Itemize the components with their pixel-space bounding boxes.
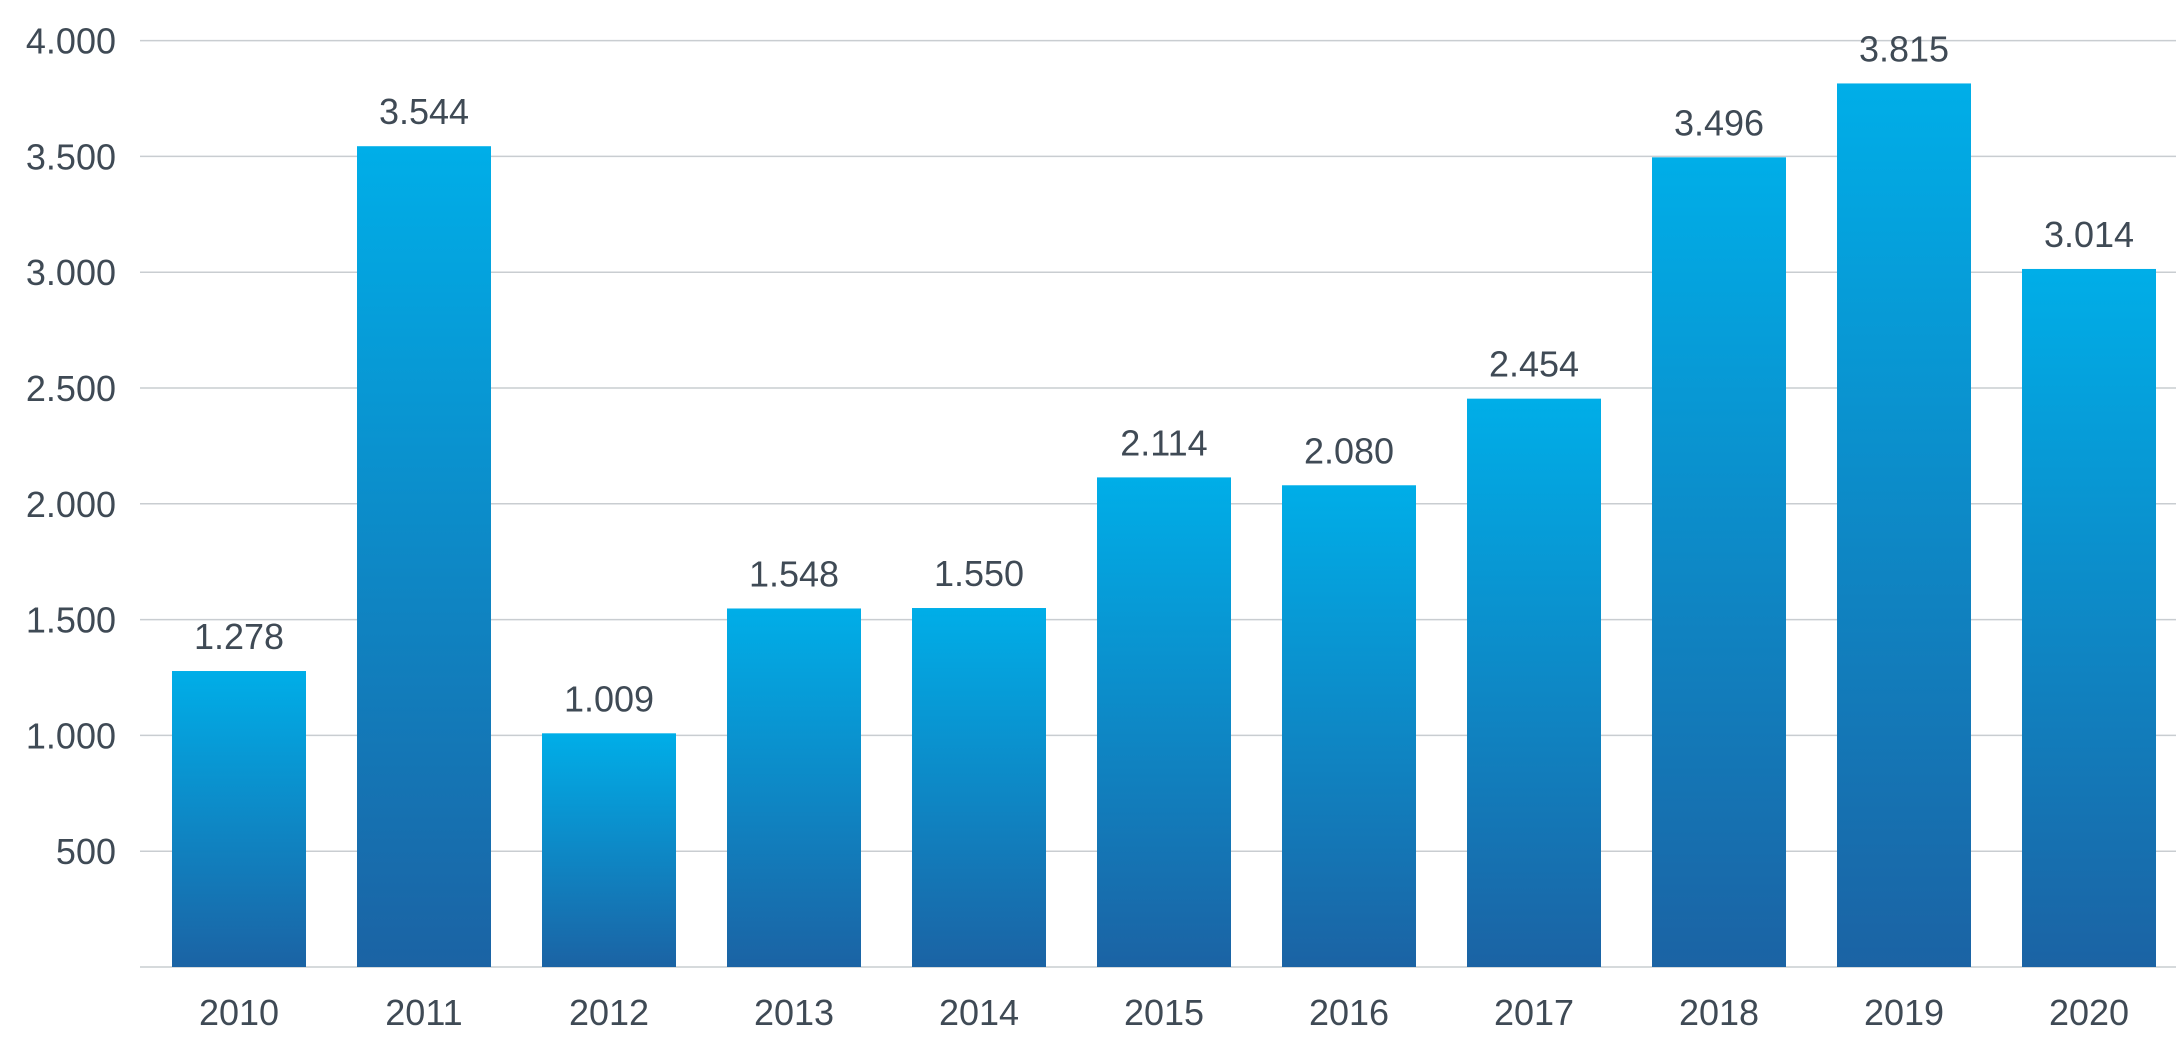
x-tick-label: 2013 bbox=[754, 992, 834, 1033]
bar bbox=[1282, 485, 1416, 967]
data-label: 2.454 bbox=[1489, 344, 1579, 385]
bar bbox=[1467, 398, 1601, 968]
bars bbox=[172, 83, 2156, 968]
x-axis-tick-labels: 2010 2011 2012 2013 2014 2015 2016 2017 2018 2019… bbox=[199, 992, 2129, 1033]
x-tick-label: 2017 bbox=[1494, 992, 1574, 1033]
data-label: 3.014 bbox=[2044, 214, 2134, 255]
bar bbox=[542, 733, 676, 967]
data-label: 2.114 bbox=[1120, 422, 1207, 463]
y-tick-label: 2.000 bbox=[26, 484, 116, 525]
x-tick-label: 2019 bbox=[1864, 992, 1944, 1033]
data-label: 1.550 bbox=[934, 553, 1024, 594]
x-tick-label: 2020 bbox=[2049, 992, 2129, 1033]
y-tick-label: 1.000 bbox=[26, 715, 116, 756]
y-axis-tick-labels: 500 1.000 1.500 2.000 2.500 3.000 3.500 4.000 bbox=[26, 21, 116, 873]
y-tick-label: 1.500 bbox=[26, 600, 116, 641]
y-tick-label: 3.500 bbox=[26, 136, 116, 177]
x-tick-label: 2018 bbox=[1679, 992, 1759, 1033]
data-label: 1.009 bbox=[564, 678, 654, 719]
data-label: 1.278 bbox=[194, 616, 284, 657]
y-tick-label: 3.000 bbox=[26, 252, 116, 293]
x-tick-label: 2015 bbox=[1124, 992, 1204, 1033]
x-tick-label: 2010 bbox=[199, 992, 279, 1033]
x-tick-label: 2016 bbox=[1309, 992, 1389, 1033]
bar bbox=[1652, 157, 1786, 967]
x-tick-label: 2011 bbox=[385, 992, 462, 1033]
x-tick-label: 2014 bbox=[939, 992, 1019, 1033]
y-tick-label: 4.000 bbox=[26, 21, 116, 62]
bar bbox=[172, 671, 306, 967]
data-label: 3.544 bbox=[379, 91, 469, 132]
data-label: 2.080 bbox=[1304, 430, 1394, 471]
bar bbox=[1097, 477, 1231, 967]
bar bbox=[912, 608, 1046, 967]
y-tick-label: 2.500 bbox=[26, 368, 116, 409]
bar bbox=[357, 146, 491, 967]
data-labels: 1.278 3.544 1.009 1.548 1.550 2.114 2.080 2.454… bbox=[194, 28, 2134, 719]
data-label: 3.815 bbox=[1859, 28, 1949, 69]
data-label: 3.496 bbox=[1674, 102, 1764, 143]
x-tick-label: 2012 bbox=[569, 992, 649, 1033]
bar bbox=[1837, 83, 1971, 968]
y-tick-label: 500 bbox=[56, 831, 116, 872]
bar bbox=[727, 608, 861, 967]
bar bbox=[2022, 268, 2156, 967]
data-label: 1.548 bbox=[749, 553, 839, 594]
